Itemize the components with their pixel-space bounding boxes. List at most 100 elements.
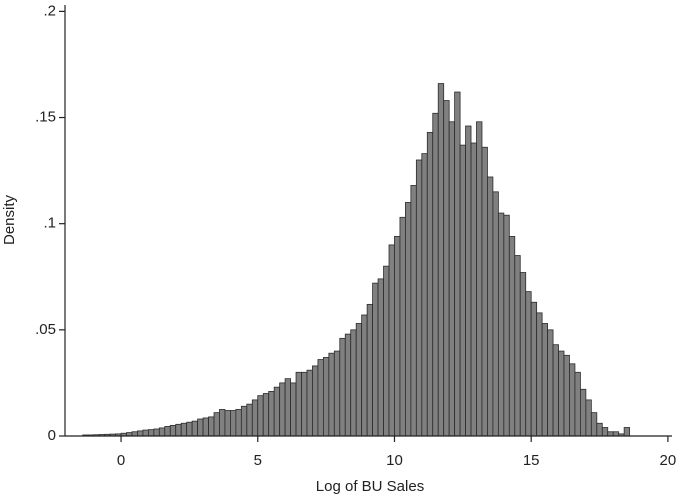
y-tick-label: .05 bbox=[35, 321, 56, 338]
bar bbox=[437, 83, 445, 437]
bar bbox=[530, 301, 538, 437]
bar bbox=[328, 352, 335, 437]
bar bbox=[147, 429, 155, 437]
bar bbox=[405, 202, 412, 437]
bar bbox=[394, 236, 401, 437]
bar bbox=[590, 412, 598, 437]
y-tick-label: 0 bbox=[48, 427, 56, 444]
bar bbox=[508, 236, 516, 437]
bar bbox=[213, 412, 220, 437]
bar bbox=[257, 395, 264, 437]
bar bbox=[273, 386, 281, 437]
bar bbox=[459, 144, 466, 437]
bar bbox=[290, 382, 297, 437]
bar bbox=[563, 354, 570, 437]
bar bbox=[487, 176, 494, 437]
bar bbox=[131, 431, 138, 437]
bar bbox=[339, 337, 346, 437]
bar bbox=[208, 416, 215, 437]
bar bbox=[246, 403, 253, 437]
bar bbox=[361, 314, 368, 437]
bar bbox=[399, 216, 406, 437]
x-tick-label: 15 bbox=[523, 452, 540, 469]
bar bbox=[388, 244, 395, 437]
bar bbox=[569, 363, 576, 437]
bar bbox=[224, 410, 231, 437]
bar bbox=[432, 112, 439, 437]
bar bbox=[547, 329, 554, 437]
bar bbox=[558, 350, 565, 437]
bar bbox=[333, 350, 341, 437]
bar bbox=[175, 423, 182, 437]
bar bbox=[197, 418, 204, 437]
bar bbox=[180, 422, 188, 437]
bar bbox=[601, 427, 609, 437]
bar bbox=[552, 344, 559, 437]
bar bbox=[312, 365, 319, 437]
bar bbox=[279, 382, 286, 437]
bar bbox=[262, 393, 270, 437]
bar bbox=[596, 422, 603, 437]
bar bbox=[355, 323, 363, 437]
bar bbox=[372, 282, 379, 437]
bar bbox=[410, 185, 417, 437]
bar bbox=[142, 429, 149, 437]
bar bbox=[426, 131, 434, 437]
bar bbox=[186, 421, 193, 437]
bar bbox=[421, 153, 428, 437]
bar bbox=[383, 265, 390, 437]
bar bbox=[536, 312, 543, 437]
bar bbox=[344, 333, 352, 437]
bar bbox=[443, 100, 450, 437]
bar bbox=[514, 255, 521, 437]
bar bbox=[492, 191, 499, 437]
bar bbox=[219, 409, 226, 437]
bar bbox=[476, 121, 483, 437]
bar bbox=[191, 420, 199, 437]
y-axis-label: Density bbox=[1, 194, 18, 245]
x-tick-label: 0 bbox=[117, 452, 125, 469]
bar bbox=[240, 405, 248, 437]
bar bbox=[164, 426, 171, 437]
y-tick-label: .15 bbox=[35, 108, 56, 125]
bar bbox=[350, 329, 357, 437]
bar bbox=[497, 212, 505, 437]
bar bbox=[454, 91, 461, 437]
bar bbox=[623, 427, 631, 437]
bar bbox=[301, 371, 308, 437]
x-axis-label: Log of BU Sales bbox=[316, 478, 424, 495]
bar bbox=[284, 378, 291, 437]
bar bbox=[158, 427, 166, 437]
bar bbox=[503, 214, 510, 437]
bar bbox=[612, 431, 620, 437]
bar bbox=[377, 278, 384, 437]
bar bbox=[366, 303, 374, 437]
bar bbox=[415, 159, 423, 437]
bar bbox=[580, 388, 587, 437]
bar bbox=[322, 357, 330, 437]
bar bbox=[574, 371, 581, 437]
bar bbox=[317, 359, 324, 437]
bar bbox=[541, 323, 548, 437]
bar bbox=[202, 417, 209, 437]
y-tick-label: .2 bbox=[43, 2, 56, 19]
bar bbox=[230, 410, 237, 437]
bar bbox=[137, 430, 144, 437]
bar bbox=[169, 424, 177, 437]
bar bbox=[235, 409, 242, 437]
bar bbox=[481, 146, 488, 437]
bar bbox=[607, 431, 614, 437]
bar bbox=[470, 142, 477, 437]
bar bbox=[519, 272, 527, 437]
bar bbox=[448, 121, 456, 437]
bar bbox=[268, 391, 275, 437]
x-tick-label: 10 bbox=[386, 452, 403, 469]
bar bbox=[153, 428, 160, 437]
y-tick-label: .1 bbox=[43, 215, 56, 232]
bar bbox=[295, 371, 302, 437]
bar bbox=[251, 399, 259, 437]
x-tick-label: 20 bbox=[660, 452, 677, 469]
bar bbox=[525, 291, 532, 437]
bar bbox=[306, 369, 313, 437]
